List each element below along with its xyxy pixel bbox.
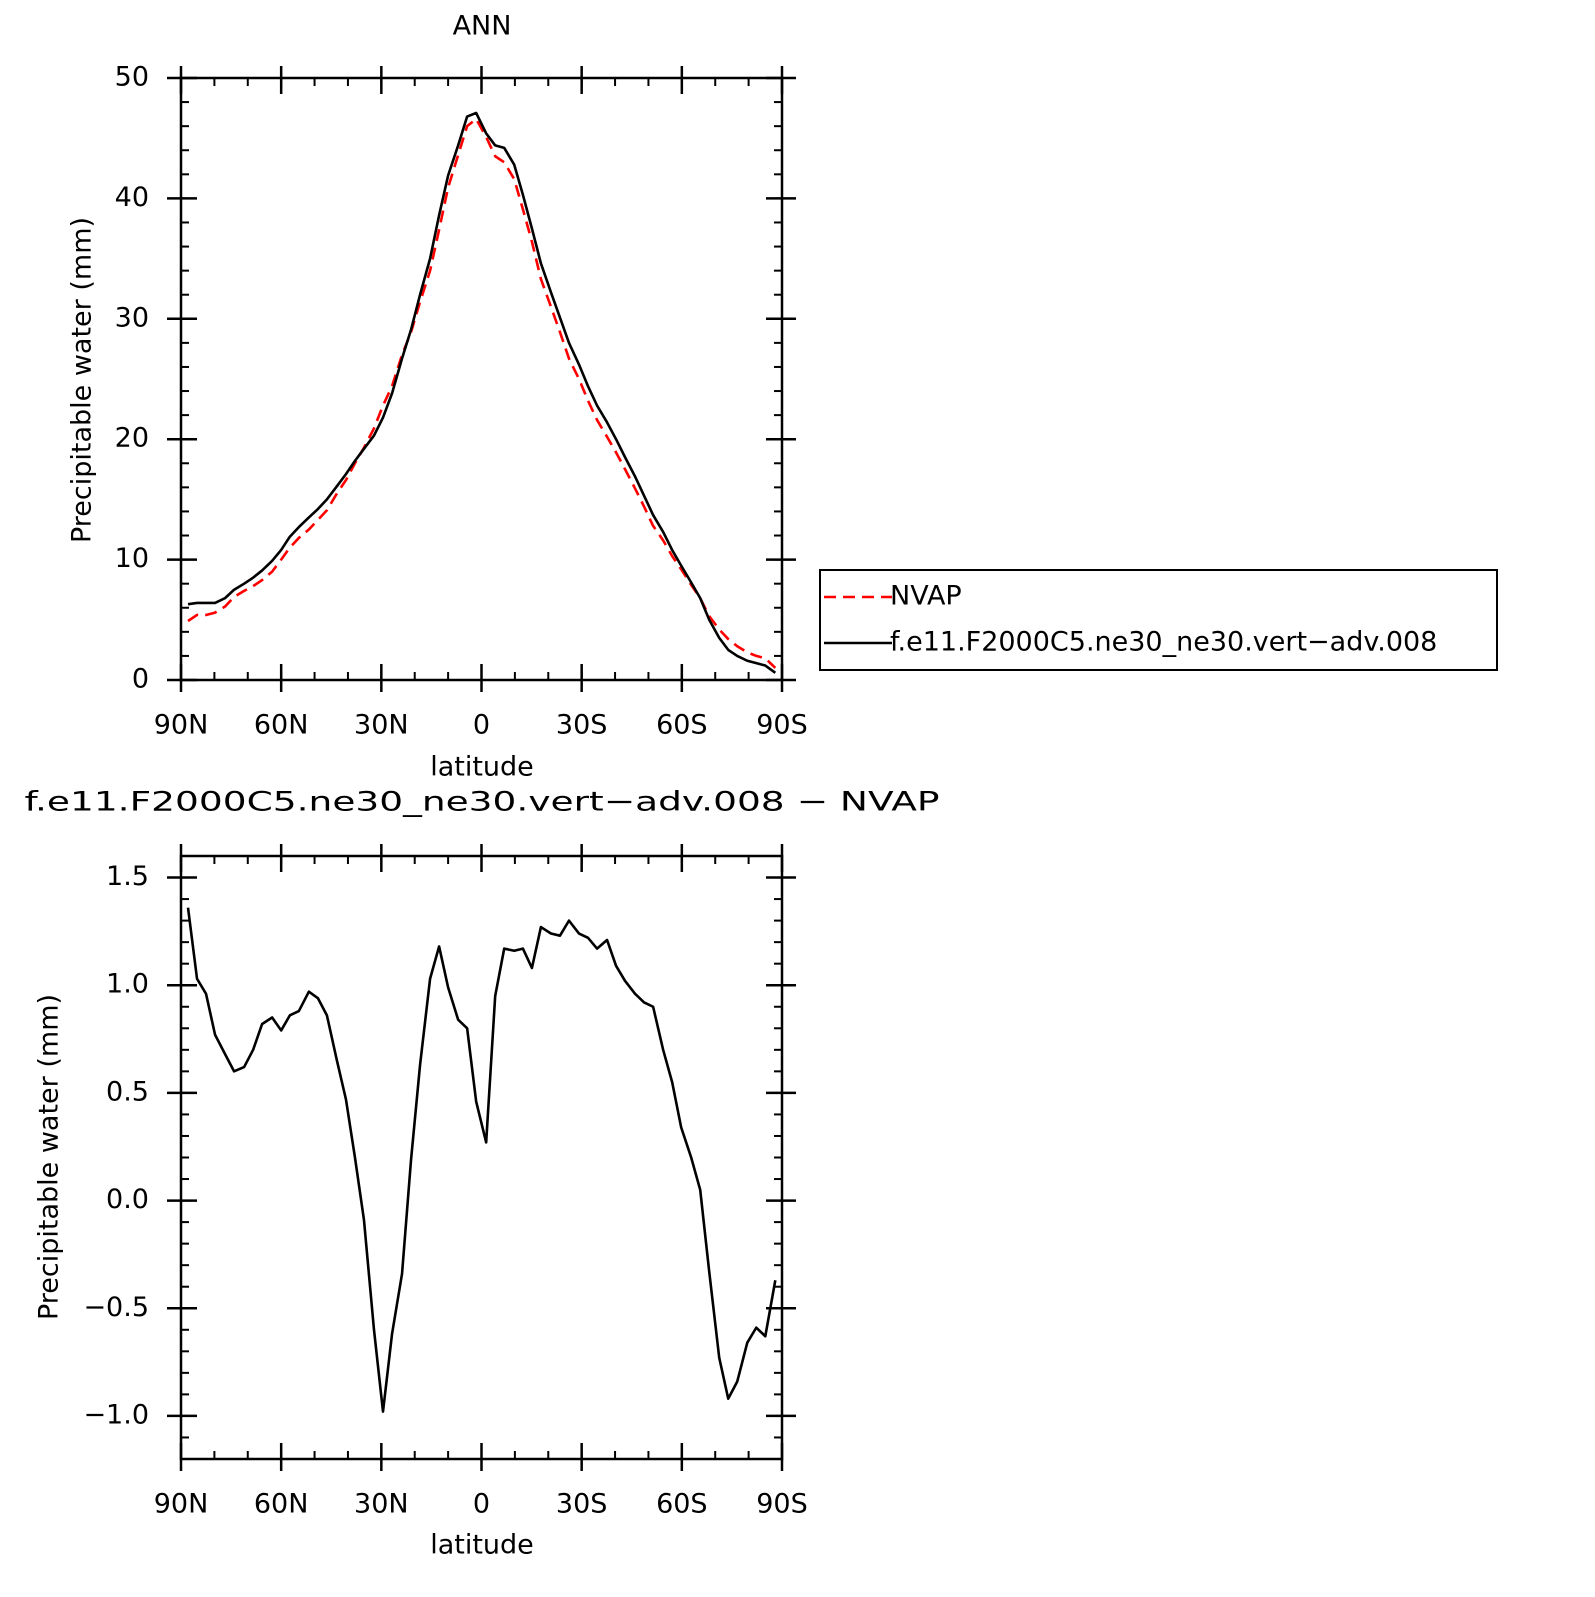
chart-title: ANN	[453, 11, 512, 42]
data-line	[186, 907, 777, 1413]
y-axis-label: Precipitable water (mm)	[67, 217, 98, 543]
x-tick-label: 60S	[656, 1489, 708, 1520]
y-tick-label: −0.5	[83, 1292, 149, 1323]
y-tick-label: 50	[115, 62, 149, 93]
y-tick-label: 1.5	[106, 861, 149, 892]
chart-title: f.e11.F2000C5.ne30_ne30.vert−adv.008 − N…	[25, 787, 940, 818]
legend-label: f.e11.F2000C5.ne30_ne30.vert−adv.008	[890, 627, 1437, 658]
x-tick-label: 30S	[556, 1489, 608, 1520]
data-line	[187, 111, 777, 674]
x-tick-label: 30S	[556, 710, 608, 741]
x-tick-label: 90N	[154, 1489, 209, 1520]
x-tick-label: 90N	[154, 710, 209, 741]
data-line	[187, 117, 777, 669]
x-tick-label: 60N	[254, 1489, 309, 1520]
y-tick-label: 0	[132, 664, 149, 695]
y-tick-label: 0.0	[106, 1184, 149, 1215]
x-tick-label: 30N	[354, 710, 409, 741]
x-axis-label: latitude	[430, 1530, 534, 1561]
x-tick-label: 60N	[254, 710, 309, 741]
x-tick-label: 60S	[656, 710, 708, 741]
y-tick-label: 20	[115, 423, 149, 454]
y-tick-label: −1.0	[83, 1399, 149, 1430]
x-axis-label: latitude	[430, 752, 534, 783]
legend-box	[819, 569, 1498, 671]
y-axis-label: Precipitable water (mm)	[34, 994, 65, 1320]
x-tick-label: 30N	[354, 1489, 409, 1520]
y-tick-label: 10	[115, 543, 149, 574]
plot-frame	[179, 76, 784, 682]
x-tick-label: 0	[473, 710, 490, 741]
y-tick-label: 40	[115, 182, 149, 213]
x-tick-label: 90S	[756, 710, 808, 741]
legend-label: NVAP	[890, 581, 962, 612]
x-tick-label: 0	[473, 1489, 490, 1520]
y-tick-label: 0.5	[106, 1076, 149, 1107]
x-tick-label: 90S	[756, 1489, 808, 1520]
y-tick-label: 1.0	[106, 969, 149, 1000]
y-tick-label: 30	[115, 302, 149, 333]
